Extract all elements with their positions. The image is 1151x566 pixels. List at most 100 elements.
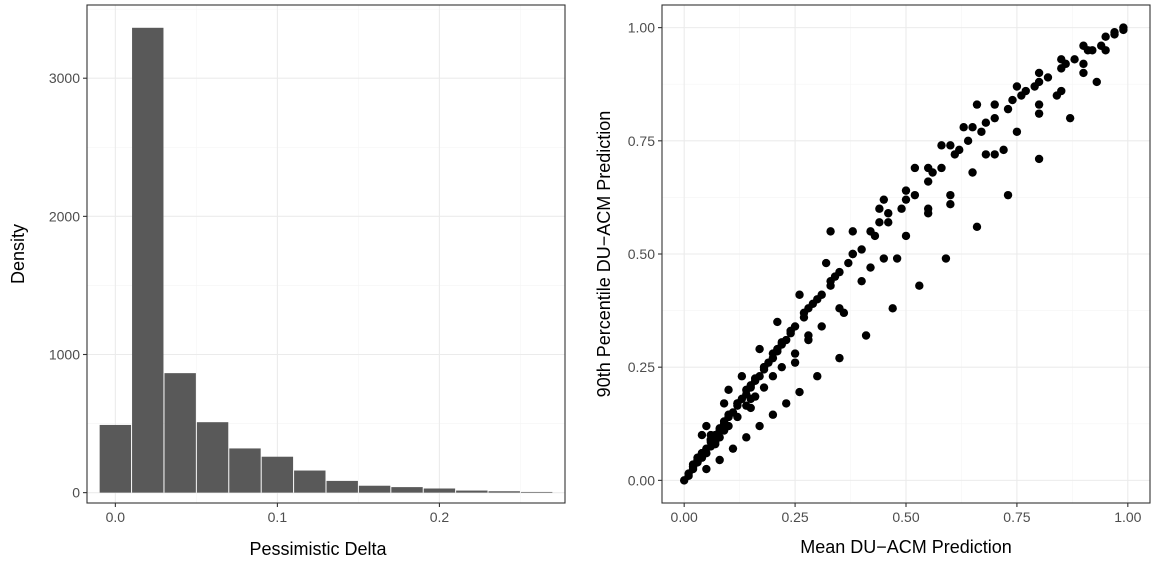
scatter-point — [990, 100, 999, 109]
histogram-bars — [99, 27, 553, 493]
s-x-tick-label: 0.75 — [1003, 509, 1030, 525]
scatter-point — [999, 145, 1008, 155]
scatter-point — [946, 141, 955, 150]
scatter-point — [1034, 154, 1044, 164]
scatter-point — [901, 231, 911, 241]
scatter-point — [1003, 190, 1013, 200]
scatter-point — [1088, 46, 1097, 55]
scatter-point — [875, 218, 884, 227]
scatter-point — [879, 254, 889, 263]
scatter-point — [1034, 100, 1044, 109]
scatter-point — [821, 258, 831, 268]
scatter-point — [1079, 59, 1088, 69]
scatter-point — [746, 394, 755, 404]
h-y-tick-label: 2000 — [49, 208, 80, 224]
scatter-point — [795, 387, 804, 397]
histogram-bar — [164, 373, 196, 493]
scatter-point — [702, 421, 711, 431]
scatter-point — [693, 458, 702, 467]
scatter-point — [901, 186, 911, 195]
h-x-tick-label: 0.0 — [106, 509, 126, 525]
scatter-point — [715, 455, 724, 465]
scatter-point — [777, 338, 786, 347]
histogram-y-axis: 0 1000 2000 3000 — [49, 70, 87, 501]
scatter-point — [755, 344, 764, 354]
scatter-point — [937, 141, 946, 150]
scatter-point — [897, 204, 906, 213]
scatter-point — [981, 118, 991, 127]
scatter-point — [1092, 77, 1101, 87]
scatter-point — [746, 403, 755, 413]
s-y-tick-label: 0.75 — [628, 133, 655, 149]
scatter-point — [702, 464, 711, 474]
scatter-point — [782, 399, 791, 408]
scatter-point — [972, 100, 982, 109]
scatter-point — [946, 200, 955, 209]
scatter-point — [857, 276, 866, 286]
s-y-tick-label: 0.50 — [628, 246, 655, 262]
histogram-bar — [423, 488, 456, 493]
scatter-point — [857, 245, 866, 254]
scatter-point — [697, 430, 707, 440]
scatter-point — [968, 123, 977, 132]
scatter-point — [981, 150, 991, 159]
scatter-point — [1065, 113, 1075, 123]
scatter-x-axis-title: Mean DU−ACM Prediction — [800, 537, 1012, 557]
scatter-point — [848, 249, 857, 259]
histogram-bar — [196, 422, 229, 493]
scatter-point — [1043, 73, 1053, 82]
scatter-x-axis: 0.00 0.25 0.50 0.75 1.00 — [671, 503, 1142, 525]
scatter-point — [1008, 95, 1017, 105]
scatter-point — [715, 424, 724, 433]
scatter-point — [715, 433, 724, 442]
scatter-point — [733, 412, 742, 422]
scatter-point — [759, 362, 769, 372]
histogram-bar — [358, 485, 391, 493]
histogram-panel: 0.0 0.1 0.2 0 1000 2000 3000 Pessimistic Delt… — [8, 4, 566, 559]
scatter-point — [773, 317, 782, 327]
scatter-point — [1101, 32, 1110, 41]
scatter-point — [1052, 91, 1062, 100]
scatter-point — [901, 195, 911, 204]
scatter-point — [711, 439, 720, 449]
scatter-point — [884, 209, 893, 218]
scatter-point — [817, 322, 826, 331]
scatter-point — [1012, 127, 1022, 136]
histogram-bar — [391, 487, 423, 493]
histogram-bar — [456, 490, 488, 493]
scatter-point — [1070, 55, 1079, 64]
scatter-point — [1110, 27, 1119, 37]
scatter-point — [875, 204, 884, 213]
scatter-point — [990, 113, 999, 123]
scatter-point — [826, 227, 835, 236]
scatter-point — [839, 308, 849, 318]
scatter-point — [813, 372, 822, 381]
s-x-tick-label: 1.00 — [1114, 509, 1141, 525]
scatter-point — [941, 254, 951, 263]
scatter-point — [1079, 41, 1088, 50]
scatter-point — [804, 304, 813, 313]
s-x-tick-label: 0.25 — [781, 509, 808, 525]
h-x-tick-label: 0.1 — [268, 509, 288, 525]
histogram-y-axis-title: Density — [8, 224, 28, 284]
scatter-point — [790, 349, 800, 358]
scatter-point — [910, 163, 920, 173]
scatter-point — [968, 168, 977, 177]
scatter-point — [768, 372, 778, 381]
histogram-x-axis-title: Pessimistic Delta — [249, 539, 387, 559]
scatter-panel: 0.00 0.25 0.50 0.75 1.00 0.00 0.25 0.50 0.75 1.0… — [594, 4, 1151, 557]
scatter-point — [742, 433, 751, 442]
scatter-point — [773, 344, 782, 354]
scatter-point — [923, 204, 933, 213]
scatter-point — [915, 281, 924, 290]
scatter-point — [866, 263, 875, 272]
scatter-gridlines — [662, 5, 1150, 503]
scatter-point — [959, 123, 968, 132]
scatter-point — [804, 331, 813, 340]
scatter-point — [786, 326, 795, 336]
histogram-bar — [261, 456, 294, 493]
scatter-point — [750, 374, 760, 383]
scatter-point — [861, 331, 871, 340]
scatter-point — [737, 372, 747, 381]
scatter-point — [866, 227, 875, 236]
